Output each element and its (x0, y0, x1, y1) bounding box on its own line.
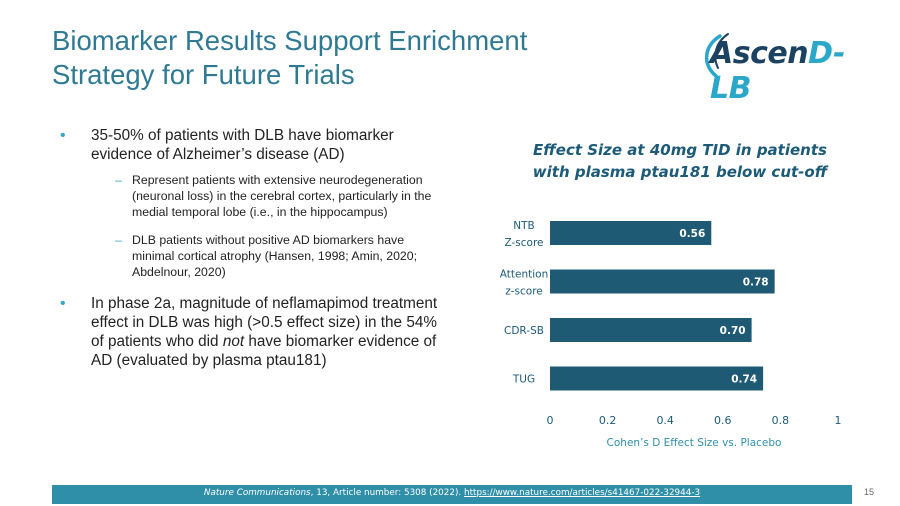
slide-title: Biomarker Results Support Enrichment Str… (52, 24, 612, 92)
footer-citation-detail: , 13, Article number: 5308 (2022). (310, 488, 465, 498)
bullet-text-2-a: In phase 2a, magnitude of neflamapimod t… (91, 295, 438, 350)
bullet-text-2-italic: not (222, 333, 245, 350)
sub-bullet-text-1: Represent patients with extensive neurod… (132, 173, 432, 219)
x-tick-label-1: 0.2 (599, 414, 617, 427)
category-label-2: CDR-SB (504, 325, 544, 337)
dash-icon: – (115, 173, 122, 187)
bar-data-label-1: 0.78 (743, 277, 769, 289)
bullet-item-2: • In phase 2a, magnitude of neflamapimod… (60, 294, 440, 370)
logo-text-ascen: Ascen (710, 36, 809, 71)
bar-data-label-3: 0.74 (731, 374, 757, 386)
bullet-dot-icon: • (60, 295, 66, 312)
bullet-dot-icon: • (60, 127, 66, 144)
sub-bullet-text-2: DLB patients without positive AD biomark… (132, 233, 418, 279)
logo-swoosh-icon (705, 33, 729, 78)
bar-data-label-0: 0.56 (679, 228, 705, 240)
category-label-0-line2: Z-score (504, 237, 543, 249)
bullet-text-2-b: have biomarker evidence of AD (evaluated… (91, 333, 437, 369)
effect-size-chart: Effect Size at 40mg TID in patients with… (480, 135, 880, 465)
bar-2 (550, 318, 752, 342)
chart-title: Effect Size at 40mg TID in patients with… (480, 139, 880, 183)
category-label-1-line1: Attention (500, 269, 548, 281)
x-tick-label-3: 0.6 (714, 414, 732, 427)
footer-citation-bar: Nature Communications, 13, Article numbe… (52, 485, 852, 504)
logo-text: AscenD-LB (710, 36, 878, 106)
x-tick-label-0: 0 (547, 414, 554, 427)
footer-article-link[interactable]: https://www.nature.com/articles/s41467-0… (464, 488, 701, 498)
footer-journal: Nature Communications (203, 488, 311, 498)
category-label-1-line2: z-score (505, 286, 543, 298)
category-label-3: TUG (512, 374, 535, 386)
chart-title-line-1: Effect Size at 40mg TID in patients (533, 141, 827, 159)
logo-text-dlb: D-LB (710, 36, 845, 106)
bullet-list: • 35-50% of patients with DLB have bioma… (60, 126, 440, 370)
chart-plot: 0.56 NTB Z-score 0.78 Attention z-score 0.70 CD… (500, 220, 842, 449)
x-tick-label-5: 1 (835, 414, 842, 427)
dash-icon: – (115, 233, 122, 247)
sub-bullet-item-1: – Represent patients with extensive neur… (60, 172, 440, 220)
x-tick-label-2: 0.4 (656, 414, 674, 427)
category-label-0-line1: NTB (513, 220, 534, 232)
ascend-lb-logo: AscenD-LB (698, 30, 878, 106)
bar-1 (550, 269, 775, 294)
footer-citation: Nature Communications, 13, Article numbe… (52, 488, 852, 498)
x-axis-label: Cohen’s D Effect Size vs. Placebo (607, 437, 782, 449)
chart-title-line-2: with plasma ptau181 below cut-off (532, 163, 828, 181)
x-tick-label-4: 0.8 (772, 414, 790, 427)
bar-3 (550, 366, 764, 391)
bar-0 (550, 221, 712, 245)
sub-bullet-item-2: – DLB patients without positive AD bioma… (60, 232, 440, 280)
bullet-text-1: 35-50% of patients with DLB have biomark… (91, 127, 394, 163)
title-line-1: Biomarker Results Support Enrichment (52, 25, 528, 56)
title-line-2: Strategy for Future Trials (52, 59, 355, 90)
bullet-item-1: • 35-50% of patients with DLB have bioma… (60, 126, 440, 164)
page-number: 15 (864, 487, 875, 497)
bar-data-label-2: 0.70 (720, 325, 746, 337)
